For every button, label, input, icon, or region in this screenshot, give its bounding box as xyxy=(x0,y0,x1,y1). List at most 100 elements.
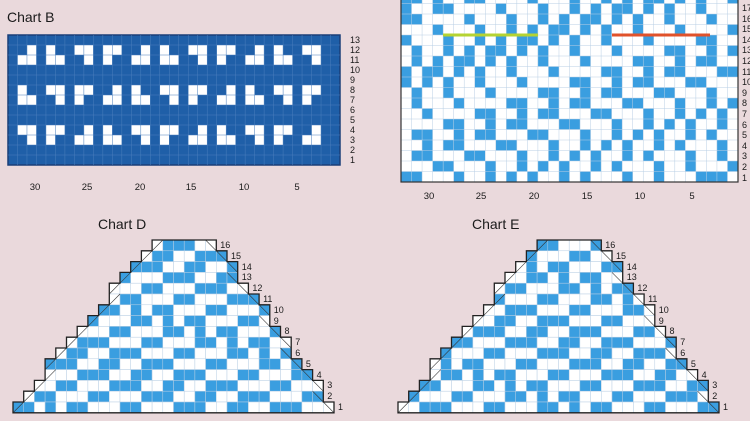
chart-c-row-number: 2 xyxy=(742,162,748,172)
chart-c-blue-cell xyxy=(506,56,517,67)
chart-d-row-number: 11 xyxy=(263,294,273,304)
chart_e-blue-cell xyxy=(558,390,570,403)
chart-c-blue-cell xyxy=(422,77,433,88)
chart_e-blue-cell xyxy=(536,380,549,392)
chart-b-light-cell xyxy=(83,135,94,145)
chart-c-blue-cell xyxy=(622,98,633,109)
chart-b-light-cell xyxy=(169,95,179,105)
chart-c-blue-cell xyxy=(695,77,707,88)
chart-b-light-cell xyxy=(216,125,227,135)
chart_e-blue-cell xyxy=(558,315,570,327)
chart-c-column-number: 5 xyxy=(689,191,695,202)
chart_e-white-cell xyxy=(515,380,527,392)
chart_e-blue-cell xyxy=(536,326,549,338)
chart-c-blue-cell xyxy=(474,108,486,119)
chart-c-blue-cell xyxy=(674,45,686,56)
chart-c-blue-cell xyxy=(443,140,454,151)
chart-c-blue-cell xyxy=(485,56,496,67)
chart_e-white-cell xyxy=(568,315,581,327)
chart_e-white-cell xyxy=(590,336,602,349)
chart_e-white-cell xyxy=(451,347,463,360)
chart-c-blue-cell xyxy=(464,56,475,67)
chart-c-blue-cell xyxy=(548,24,559,35)
chart-b-light-cell xyxy=(273,45,284,55)
chart-b-row-number: 12 xyxy=(350,45,361,55)
chart_e-blue-cell xyxy=(451,390,463,403)
chart_e-blue-cell xyxy=(675,390,688,403)
chart-c-blue-cell xyxy=(674,24,686,35)
chart_e-white-cell xyxy=(654,336,666,349)
chart-b-column-number: 20 xyxy=(134,182,146,193)
chart-c-blue-cell xyxy=(485,87,496,98)
chart-b-row-number: 2 xyxy=(350,145,356,155)
chart-c-blue-cell xyxy=(601,108,612,119)
chart_e-blue-cell xyxy=(643,326,656,338)
chart_e-blue-cell xyxy=(601,315,613,327)
chart-e-row-number: 8 xyxy=(669,326,675,337)
chart-c-blue-cell xyxy=(527,171,538,182)
chart_e-white-cell xyxy=(601,390,613,403)
chart_e-white-cell xyxy=(643,369,656,381)
chart_e-white-cell xyxy=(601,304,613,316)
chart_e-blue-cell xyxy=(622,304,634,316)
chart-c-blue-cell xyxy=(632,77,644,88)
chart-c-blue-cell xyxy=(527,24,538,35)
chart-c-blue-cell xyxy=(695,3,707,14)
chart-c-blue-cell xyxy=(611,3,623,14)
chart_e-blue-cell xyxy=(654,401,666,414)
chart_e-white-cell xyxy=(494,380,506,392)
chart-c-blue-cell xyxy=(537,87,549,98)
chart-b-light-cell xyxy=(311,85,322,95)
chart-c-blue-cell xyxy=(685,161,696,172)
chart-c-blue-cell xyxy=(453,66,465,77)
chart-c-blue-cell xyxy=(569,3,581,14)
chart_e-blue-cell xyxy=(526,304,538,316)
chart-b-light-cell xyxy=(283,125,293,135)
chart-c-blue-cell xyxy=(674,108,686,119)
chart-c-blue-cell xyxy=(643,0,654,4)
chart-c-blue-cell xyxy=(443,119,454,130)
chart_e-blue-cell xyxy=(483,401,495,414)
chart-b-row-number: 5 xyxy=(350,115,356,125)
chart_e-blue-cell xyxy=(483,326,495,338)
chart-b-light-cell xyxy=(254,95,265,105)
chart-c-blue-cell xyxy=(706,56,717,67)
chart-d-row-number: 16 xyxy=(220,240,231,250)
chart_e-blue-cell xyxy=(483,347,495,360)
chart-c-blue-cell xyxy=(653,140,665,151)
chart-b-light-cell xyxy=(17,125,27,135)
chart-b-light-cell xyxy=(169,85,179,95)
chart-c-blue-cell xyxy=(727,24,738,35)
chart_e-white-cell xyxy=(472,336,484,349)
chart_e-blue-cell xyxy=(483,380,495,392)
chart_e-blue-cell xyxy=(590,293,602,306)
chart_e-blue-cell xyxy=(547,261,559,273)
chart_e-blue-cell xyxy=(526,380,538,392)
chart-c-blue-cell xyxy=(506,98,517,109)
chart-b-light-cell xyxy=(112,135,122,145)
chart-b-light-cell xyxy=(112,95,122,105)
chart_e-blue-cell xyxy=(526,336,538,349)
chart_e-white-cell xyxy=(675,380,688,392)
chart_e-white-cell xyxy=(568,347,581,360)
chart_e-white-cell xyxy=(675,369,688,381)
chart-c-blue-cell xyxy=(422,108,433,119)
chart-c-blue-cell xyxy=(443,87,454,98)
chart_e-white-cell xyxy=(579,261,591,273)
chart-c-blue-cell xyxy=(401,77,412,88)
chart_e-white-cell xyxy=(515,315,527,327)
chart-b-row-number: 6 xyxy=(350,105,356,115)
chart_e-blue-cell xyxy=(568,358,581,370)
chart-b-light-cell xyxy=(17,55,27,65)
chart_e-blue-cell xyxy=(472,380,484,392)
chart-c-blue-cell xyxy=(601,66,612,77)
chart-b-light-cell xyxy=(55,85,65,95)
chart-c-blue-cell xyxy=(601,87,612,98)
chart-e-row-number: 6 xyxy=(680,348,686,358)
chart-c-blue-cell xyxy=(495,3,507,14)
chart_e-blue-cell xyxy=(494,369,506,381)
chart-c-row-number: 13 xyxy=(742,45,750,56)
chart-c-blue-cell xyxy=(622,171,633,182)
chart-c-blue-cell xyxy=(601,0,612,4)
chart-c-blue-cell xyxy=(474,66,486,77)
